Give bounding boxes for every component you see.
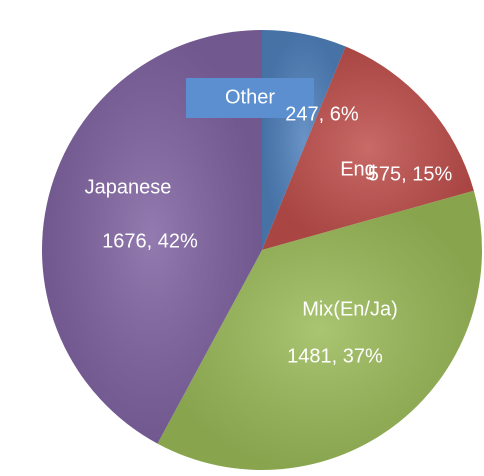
value-label: 247, 6% (285, 103, 359, 125)
category-label: Other (225, 86, 275, 108)
value-label: 1676, 42% (102, 230, 198, 252)
slice-shade (41, 30, 262, 444)
label-box (186, 78, 314, 118)
slices (41, 30, 482, 471)
category-label: Japanese (85, 176, 172, 198)
value-label: 1481, 37% (287, 345, 383, 367)
category-label: Mix(En/Ja) (302, 298, 398, 320)
slice-shade (157, 190, 482, 471)
slice-shade (262, 46, 474, 250)
value-label: 575, 15% (368, 163, 453, 185)
category-label: Eng (340, 158, 376, 180)
